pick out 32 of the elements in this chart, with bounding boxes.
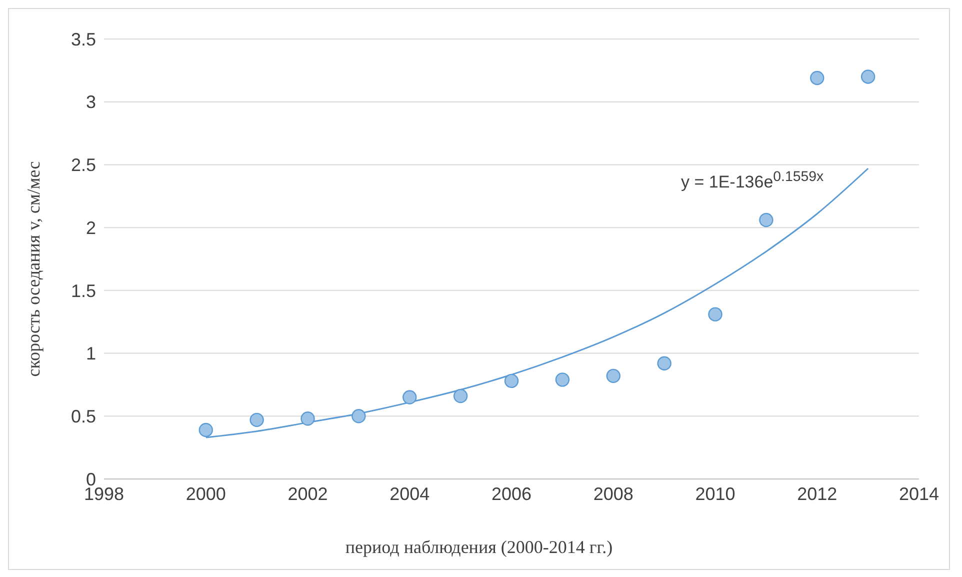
x-tick-label: 2010 [695, 484, 736, 504]
point [606, 368, 620, 384]
x-tick-label: 2014 [898, 484, 940, 504]
x-tick-label: 2002 [288, 484, 328, 504]
x-tick-label: 2008 [593, 484, 634, 504]
point [759, 212, 774, 228]
y-axis-title: скорость оседания v, см/мес [24, 161, 44, 377]
point [300, 412, 315, 426]
point [810, 70, 824, 86]
x-tick-label: 2004 [390, 484, 430, 504]
point [352, 409, 366, 424]
y-tick-label: 2.5 [70, 155, 96, 176]
y-tick-label: 0.5 [70, 406, 96, 427]
y-tick-label: 3 [86, 92, 96, 112]
point [657, 356, 672, 370]
annotation: y = 1E-136e$^{0.1559x}$ [681, 169, 824, 193]
point [250, 412, 264, 428]
x-tick-label: 2012 [797, 484, 838, 504]
point [453, 388, 468, 404]
y-tick-label: 2 [86, 218, 96, 238]
point [198, 422, 213, 438]
y-tick-label: 3.5 [70, 29, 96, 50]
y-tick-label: 1.5 [70, 280, 96, 301]
x-tick-label: 2006 [491, 484, 532, 504]
y-tick-label: 1 [86, 344, 96, 364]
point [708, 307, 722, 322]
point [402, 390, 417, 404]
x-tick-label: 2000 [186, 484, 226, 504]
point [504, 374, 519, 388]
x-axis-title: период наблюдения (2000-2014 гг.) [344, 537, 614, 558]
point [555, 372, 570, 387]
point [860, 70, 876, 84]
